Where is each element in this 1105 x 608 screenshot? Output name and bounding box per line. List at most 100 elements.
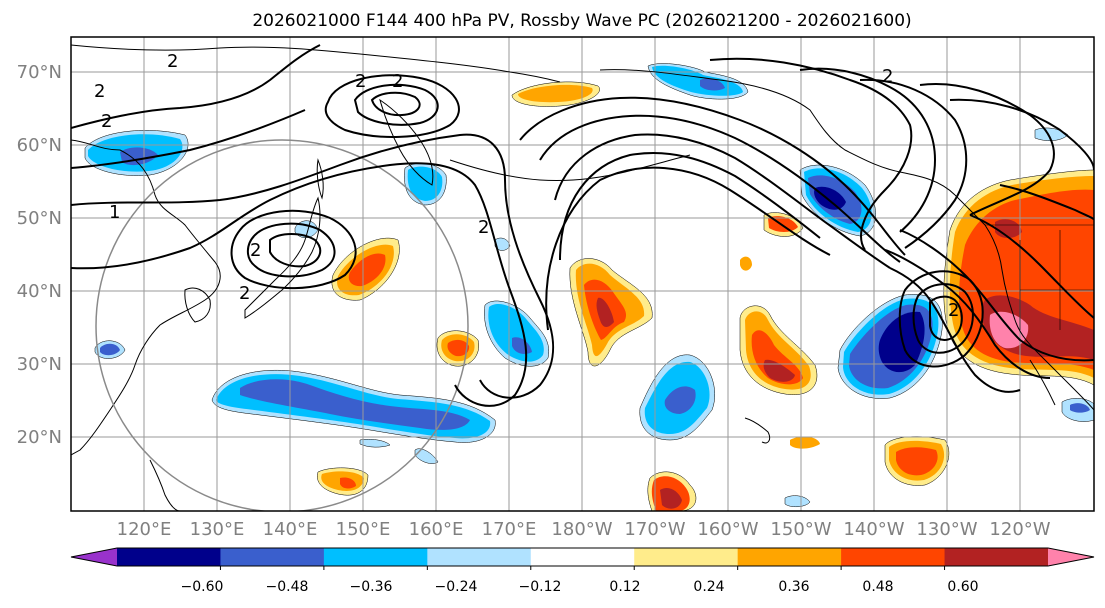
anomaly-neg-subtropical-band-inner — [240, 379, 470, 430]
anomaly-pos-japan-east-inner — [348, 253, 386, 287]
colorbar-tick-label: 0.36 — [778, 579, 809, 595]
lat-label: 30°N — [17, 354, 62, 375]
coast-japan — [244, 196, 321, 319]
figure-title: 2026021000 F144 400 hPa PV, Rossby Wave … — [252, 11, 911, 31]
contour-east-low-2 — [912, 283, 974, 354]
colorbar-tick-label: −0.36 — [350, 579, 393, 595]
lon-label: 170°W — [624, 519, 685, 540]
coast-hawaii — [744, 417, 771, 444]
contour-labels: 2 2 2 2 2 2 2 1 2 2 2 — [94, 51, 959, 321]
anomaly-pos-philippine-sea-inner — [340, 477, 356, 489]
coast-sakhalin — [316, 158, 324, 200]
colorbar-extend-low — [71, 548, 117, 566]
colorbar-cell — [220, 548, 325, 566]
lat-label: 40°N — [17, 281, 62, 302]
lat-label: 50°N — [17, 208, 62, 229]
lon-label: 170°E — [482, 519, 537, 540]
coast-us-states — [1019, 230, 1094, 330]
colorbar-tick-label: 0.12 — [609, 579, 640, 595]
coast-baja — [1029, 359, 1056, 406]
contour-east-trough-1 — [889, 267, 1021, 393]
lon-label: 140°W — [843, 519, 904, 540]
coast-asia-east — [71, 139, 221, 456]
contour-label: 2 — [167, 51, 178, 72]
contour-western-2 — [71, 162, 528, 407]
colorbar-tick-label: 0.24 — [693, 579, 724, 595]
lon-label: 180°W — [551, 519, 612, 540]
anomaly-pos-south-central-inner — [660, 488, 682, 509]
reference-circle — [95, 139, 469, 511]
contour-label: 2 — [948, 300, 959, 321]
contour-ridge-4 — [919, 83, 1055, 216]
contour-ridge-5 — [949, 98, 1094, 171]
anomaly-pos-hawaii-east-inner — [896, 447, 938, 476]
lon-label: 160°E — [409, 519, 464, 540]
colorbar-cell — [944, 548, 1049, 566]
anomaly-neg-arctic-alaska-inner — [700, 78, 725, 91]
contour-label: 2 — [101, 111, 112, 132]
anomaly-neg-dateline-south-inner — [512, 337, 532, 354]
colorbar-tick-label: 0.48 — [862, 579, 893, 595]
lon-label: 130°W — [916, 519, 977, 540]
anomaly-pos-central-north-pacific-inner — [751, 330, 803, 385]
colorbar-cell — [117, 548, 221, 566]
contour-mid-trough-3 — [554, 133, 891, 269]
colorbar-cell — [634, 548, 739, 566]
lon-label: 150°E — [336, 519, 391, 540]
lon-label: 160°W — [697, 519, 758, 540]
negative-anomaly-shading — [84, 63, 1094, 507]
contour-east-trough-4 — [969, 214, 1094, 319]
lon-label: 120°W — [989, 519, 1050, 540]
contour-label: 2 — [94, 81, 105, 102]
anomaly-neg-kamchatka-core — [407, 166, 443, 201]
colorbar-tick-label: −0.60 — [181, 579, 224, 595]
contour-label: 2 — [239, 283, 250, 304]
contour-label: 2 — [250, 240, 261, 261]
colorbar-tick-label: 0.60 — [947, 579, 978, 595]
contour-label: 2 — [392, 71, 403, 92]
anomaly-neg-philippine-small — [359, 438, 391, 448]
anomaly-pos-gulf-alaska-upper-core — [518, 84, 593, 103]
contour-ridge-2 — [799, 67, 937, 233]
anomaly-neg-taiwan-patch-core — [100, 343, 120, 356]
contour-north-low-2 — [353, 83, 439, 126]
contour-ridge-3 — [859, 78, 968, 249]
anomaly-neg-mexico-patch-core — [1070, 403, 1090, 413]
contour-japan-low-2 — [246, 222, 336, 278]
contour-east-low-3 — [929, 295, 963, 341]
coast-islands-philippines — [149, 459, 181, 511]
contour-mid-trough-1 — [519, 96, 906, 256]
anomaly-pos-small-patch-east — [790, 436, 820, 449]
colorbar-cells — [71, 548, 1094, 566]
colorbar-labels: −0.60 −0.48 −0.36 −0.24 −0.12 0.12 0.24 … — [181, 579, 979, 595]
lon-label: 130°E — [190, 519, 245, 540]
contour-mid-trough-2 — [539, 114, 901, 263]
contour-north-low-3 — [370, 91, 421, 117]
coast-siberia-north — [71, 44, 561, 83]
colorbar-tick-label: −0.12 — [519, 579, 562, 595]
positive-anomaly-shading — [317, 81, 1094, 511]
lat-label: 20°N — [17, 427, 62, 448]
contour-label: 1 — [109, 202, 120, 223]
contour-north-low-1 — [324, 74, 460, 138]
lat-label: 60°N — [17, 135, 62, 156]
contour-western-4 — [71, 109, 306, 169]
pv-contours — [71, 44, 1094, 407]
anomaly-pos-dateline-north-peak — [596, 297, 614, 327]
colorbar-tick-label: −0.24 — [435, 579, 478, 595]
contour-label: 2 — [355, 71, 366, 92]
contour-east-trough-2 — [884, 249, 1051, 379]
anomaly-pos-japan-south-inner — [447, 339, 470, 357]
lon-label: 120°E — [117, 519, 172, 540]
anomaly-neg-hawaii-west-inner — [664, 386, 696, 414]
anomaly-pos-small-patch-west — [740, 256, 752, 271]
lon-label: 150°W — [770, 519, 831, 540]
latitude-labels: 70°N 60°N 50°N 40°N 30°N 20°N — [17, 62, 62, 448]
contour-label: 2 — [882, 66, 893, 87]
colorbar-tick-label: −0.48 — [266, 579, 309, 595]
contour-east-low-1 — [898, 270, 984, 368]
anomaly-neg-gulf-of-alaska-peak — [814, 186, 846, 210]
contour-east-trough-3 — [899, 229, 1094, 362]
coast-aleutians — [449, 154, 691, 182]
